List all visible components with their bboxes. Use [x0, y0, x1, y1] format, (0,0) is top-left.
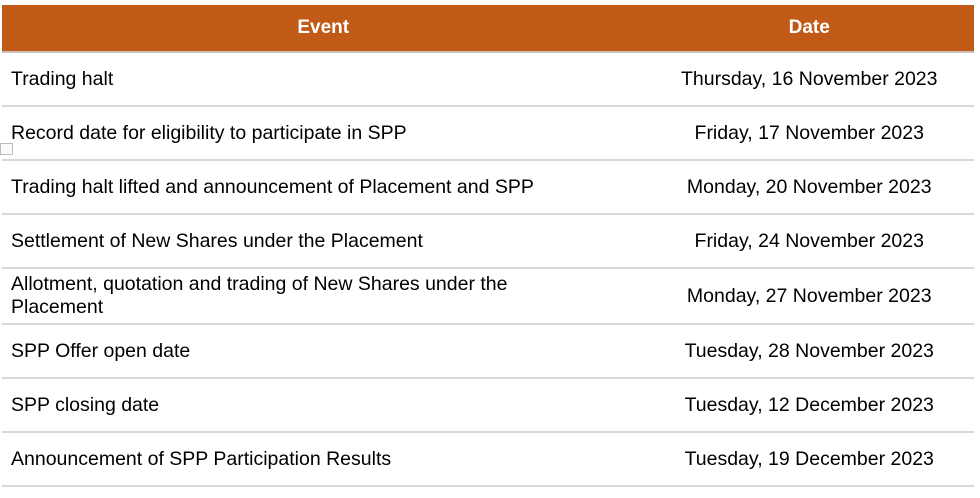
table-row: Allotment of New Shares under the SPP Tu…	[2, 486, 974, 498]
date-cell: Tuesday, 28 November 2023	[644, 324, 974, 379]
date-cell: Tuesday, 12 December 2023	[644, 378, 974, 433]
table-row: Announcement of SPP Participation Result…	[2, 432, 974, 487]
event-cell: Trading halt	[2, 52, 645, 107]
date-column-header: Date	[644, 5, 974, 53]
event-date-table: Event Date Trading halt Thursday, 16 Nov…	[2, 5, 974, 498]
event-column-header: Event	[2, 5, 645, 53]
date-cell: Monday, 27 November 2023	[644, 268, 974, 325]
table-row: Trading halt Thursday, 16 November 2023	[2, 52, 974, 107]
date-cell: Tuesday, 19 December 2023	[644, 486, 974, 498]
event-cell: Allotment, quotation and trading of New …	[2, 268, 645, 325]
table-row: Settlement of New Shares under the Place…	[2, 214, 974, 269]
event-cell: Allotment of New Shares under the SPP	[2, 486, 645, 498]
event-cell: Announcement of SPP Participation Result…	[2, 432, 645, 487]
table-row: Allotment, quotation and trading of New …	[2, 268, 974, 325]
table-row: Trading halt lifted and announcement of …	[2, 160, 974, 215]
event-cell: SPP Offer open date	[2, 324, 645, 379]
table-header-row: Event Date	[2, 5, 974, 53]
date-cell: Monday, 20 November 2023	[644, 160, 974, 215]
event-cell: Record date for eligibility to participa…	[2, 106, 645, 161]
event-cell: Settlement of New Shares under the Place…	[2, 214, 645, 269]
date-cell: Thursday, 16 November 2023	[644, 52, 974, 107]
date-cell: Tuesday, 19 December 2023	[644, 432, 974, 487]
event-cell: Trading halt lifted and announcement of …	[2, 160, 645, 215]
table-row: SPP Offer open date Tuesday, 28 November…	[2, 324, 974, 379]
event-cell: SPP closing date	[2, 378, 645, 433]
date-cell: Friday, 24 November 2023	[644, 214, 974, 269]
table-row: SPP closing date Tuesday, 12 December 20…	[2, 378, 974, 433]
date-cell: Friday, 17 November 2023	[644, 106, 974, 161]
table-row: Record date for eligibility to participa…	[2, 106, 974, 161]
screenshot-artifact	[0, 143, 13, 155]
